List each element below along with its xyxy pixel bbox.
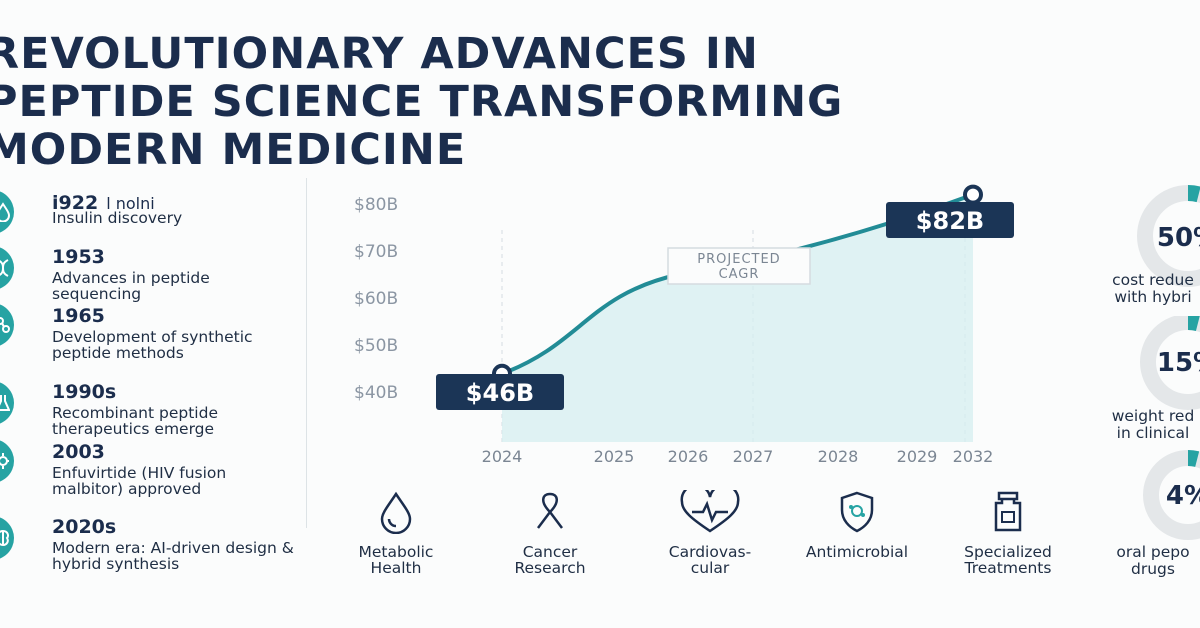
y-tick-label: $70B bbox=[354, 242, 398, 262]
title-line-1: REVOLUTIONARY ADVANCES IN bbox=[0, 29, 759, 79]
brain-icon bbox=[0, 516, 14, 560]
virus-icon bbox=[0, 439, 14, 483]
area-label: Antimicrobial bbox=[805, 543, 909, 561]
x-tick-label: 2026 bbox=[668, 447, 709, 466]
drop-icon bbox=[380, 491, 412, 534]
donut-caption: cost redue with hybri bbox=[1088, 272, 1200, 306]
title-line-3: MODERN MEDICINE bbox=[0, 125, 467, 175]
market-growth-chart: $80B $70B $60B $50B $40B 2024 2025 2026 2027 202… bbox=[354, 184, 1014, 466]
x-tick-label: 2032 bbox=[953, 447, 994, 466]
y-tick-label: $40B bbox=[354, 383, 398, 403]
area-label: Specialized Treatments bbox=[964, 543, 1052, 577]
y-tick-label: $60B bbox=[354, 289, 398, 309]
area-label: Cancer Research bbox=[514, 543, 586, 577]
value-callout: $46B bbox=[436, 374, 564, 410]
callout-box bbox=[886, 202, 1014, 238]
donut-stat: 15% bbox=[1140, 316, 1200, 410]
callout-label: $82B bbox=[916, 207, 984, 235]
area-label: Metabolic Health bbox=[358, 543, 434, 577]
timeline-desc: Advances in peptide sequencing bbox=[52, 269, 210, 303]
donut-caption: weight red in clinical bbox=[1088, 408, 1200, 442]
x-tick-label: 2027 bbox=[733, 447, 774, 466]
area-metabolic: Metabolic Health bbox=[321, 490, 471, 576]
heart-pulse-icon bbox=[680, 490, 740, 533]
donut-caption-line: cost redue bbox=[1112, 271, 1194, 289]
x-tick-label: 2029 bbox=[897, 447, 938, 466]
y-tick-label: $50B bbox=[354, 336, 398, 356]
callout-label: $46B bbox=[466, 379, 534, 407]
donut-caption-line: with hybri bbox=[1114, 288, 1192, 306]
donut-caption-line: drugs bbox=[1131, 560, 1175, 578]
timeline-desc: Enfuvirtide (HIV fusion malbitor) approv… bbox=[52, 464, 227, 498]
area-antimicrobial: Antimicrobial bbox=[782, 490, 932, 560]
value-callout: $82B bbox=[886, 202, 1014, 238]
area-label: Cardiovas-cular bbox=[668, 543, 752, 577]
timeline-year: 1990s bbox=[52, 381, 117, 403]
page-title: REVOLUTIONARY ADVANCES IN PEPTIDE SCIENC… bbox=[0, 30, 843, 174]
annotation-label: PROJECTED CAGR bbox=[697, 252, 780, 282]
vial-icon bbox=[994, 491, 1022, 532]
timeline-year: 2003 bbox=[52, 441, 105, 463]
area-fill bbox=[502, 194, 973, 442]
flask-icon bbox=[0, 381, 14, 425]
timeline-desc: Recombinant peptide therapeutics emerge bbox=[52, 404, 218, 438]
donut-caption-line: weight red bbox=[1111, 407, 1195, 425]
callout-box bbox=[436, 374, 564, 410]
timeline-year-extra: l nolni bbox=[106, 194, 155, 213]
area-specialized: Specialized Treatments bbox=[933, 490, 1083, 576]
x-tick-label: 2024 bbox=[482, 447, 523, 466]
annotation-box: PROJECTED CAGR bbox=[667, 247, 811, 285]
donut-stat: 50% bbox=[1137, 185, 1200, 287]
donut-caption: oral pepo drugs bbox=[1088, 544, 1200, 578]
title-line-2: PEPTIDE SCIENCE TRANSFORMING bbox=[0, 77, 844, 127]
timeline-desc: Development of synthetic peptide methods bbox=[52, 328, 253, 362]
timeline-desc: Insulin discovery bbox=[52, 209, 183, 227]
timeline-year: 1965 bbox=[52, 305, 105, 327]
drop-icon bbox=[0, 190, 14, 234]
donut-value: 4% bbox=[1166, 481, 1200, 511]
section-divider bbox=[306, 178, 307, 528]
timeline-year: 2020s bbox=[52, 516, 117, 538]
ribbon-icon bbox=[537, 492, 563, 529]
dna-icon bbox=[0, 246, 14, 290]
x-tick-label: 2025 bbox=[594, 447, 635, 466]
timeline-year: 1953 bbox=[52, 246, 105, 268]
area-cancer: Cancer Research bbox=[475, 490, 625, 576]
donut-stat: 4% bbox=[1143, 450, 1200, 540]
shield-icon bbox=[840, 491, 874, 533]
x-tick-label: 2028 bbox=[818, 447, 859, 466]
donut-caption-line: oral pepo bbox=[1116, 543, 1190, 561]
timeline-desc: Modern era: AI-driven design & hybrid sy… bbox=[52, 539, 294, 573]
donut-value: 15% bbox=[1157, 348, 1200, 378]
timeline-year: i922 l nolni bbox=[52, 192, 155, 214]
data-point bbox=[963, 184, 983, 205]
donut-arc bbox=[1137, 185, 1200, 287]
donut-caption-line: in clinical bbox=[1116, 424, 1190, 442]
area-cardio: Cardiovas-cular bbox=[635, 490, 785, 576]
molecule-icon bbox=[0, 303, 14, 347]
donut-value: 50% bbox=[1157, 223, 1200, 253]
y-tick-label: $80B bbox=[354, 195, 398, 215]
donut-arc bbox=[1140, 316, 1200, 410]
donut-arc bbox=[1143, 450, 1200, 540]
